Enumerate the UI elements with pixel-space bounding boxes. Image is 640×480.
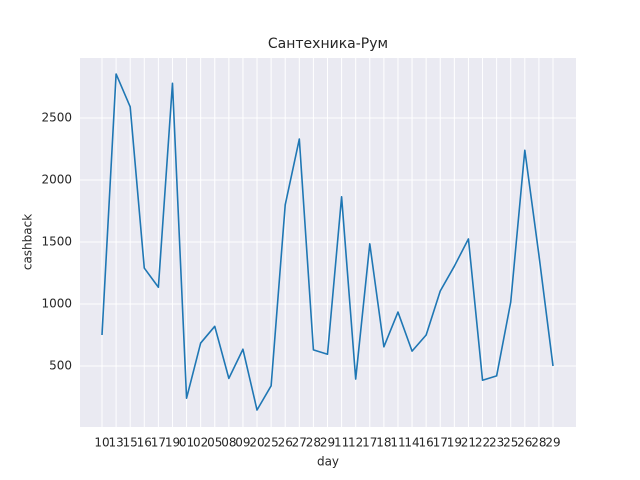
x-tick-label: 13 <box>108 436 123 450</box>
x-tick-label: 29 <box>545 436 560 450</box>
x-tick-label: 12 <box>348 436 363 450</box>
x-tick-label: 27 <box>292 436 307 450</box>
x-tick-label: 28 <box>306 436 321 450</box>
x-tick-label: 25 <box>503 436 518 450</box>
x-tick-label: 18 <box>376 436 391 450</box>
x-tick-label: 21 <box>461 436 476 450</box>
x-tick-label: 20 <box>249 436 264 450</box>
y-tick-label: 2500 <box>41 111 72 125</box>
x-tick-label: 02 <box>193 436 208 450</box>
x-tick-label: 09 <box>235 436 250 450</box>
x-tick-label: 29 <box>320 436 335 450</box>
x-tick-label: 19 <box>447 436 462 450</box>
x-tick-label: 28 <box>531 436 546 450</box>
x-tick-label: 10 <box>94 436 109 450</box>
x-tick-label: 22 <box>475 436 490 450</box>
x-tick-label: 19 <box>165 436 180 450</box>
x-tick-label: 25 <box>263 436 278 450</box>
x-tick-label: 23 <box>489 436 504 450</box>
line-series <box>101 73 554 411</box>
x-tick-label: 16 <box>137 436 152 450</box>
x-tick-label: 16 <box>419 436 434 450</box>
y-tick-label: 1000 <box>41 297 72 311</box>
x-tick-label: 01 <box>179 436 194 450</box>
x-axis-label: day <box>317 455 339 469</box>
y-tick-label: 1500 <box>41 235 72 249</box>
x-tick-label: 11 <box>334 436 349 450</box>
x-tick-label: 08 <box>221 436 236 450</box>
chart-title: Сантехника-Рум <box>268 36 388 52</box>
y-axis-label: cashback <box>21 214 35 270</box>
x-tick-label: 15 <box>123 436 138 450</box>
x-tick-label: 26 <box>278 436 293 450</box>
y-tick-label: 500 <box>49 358 72 372</box>
x-tick-label: 11 <box>390 436 405 450</box>
x-tick-label: 17 <box>362 436 377 450</box>
x-tick-label: 17 <box>151 436 166 450</box>
x-tick-label: 14 <box>404 436 419 450</box>
x-tick-label: 05 <box>207 436 222 450</box>
x-tick-label: 26 <box>517 436 532 450</box>
y-tick-label: 2000 <box>41 173 72 187</box>
x-tick-label: 17 <box>433 436 448 450</box>
